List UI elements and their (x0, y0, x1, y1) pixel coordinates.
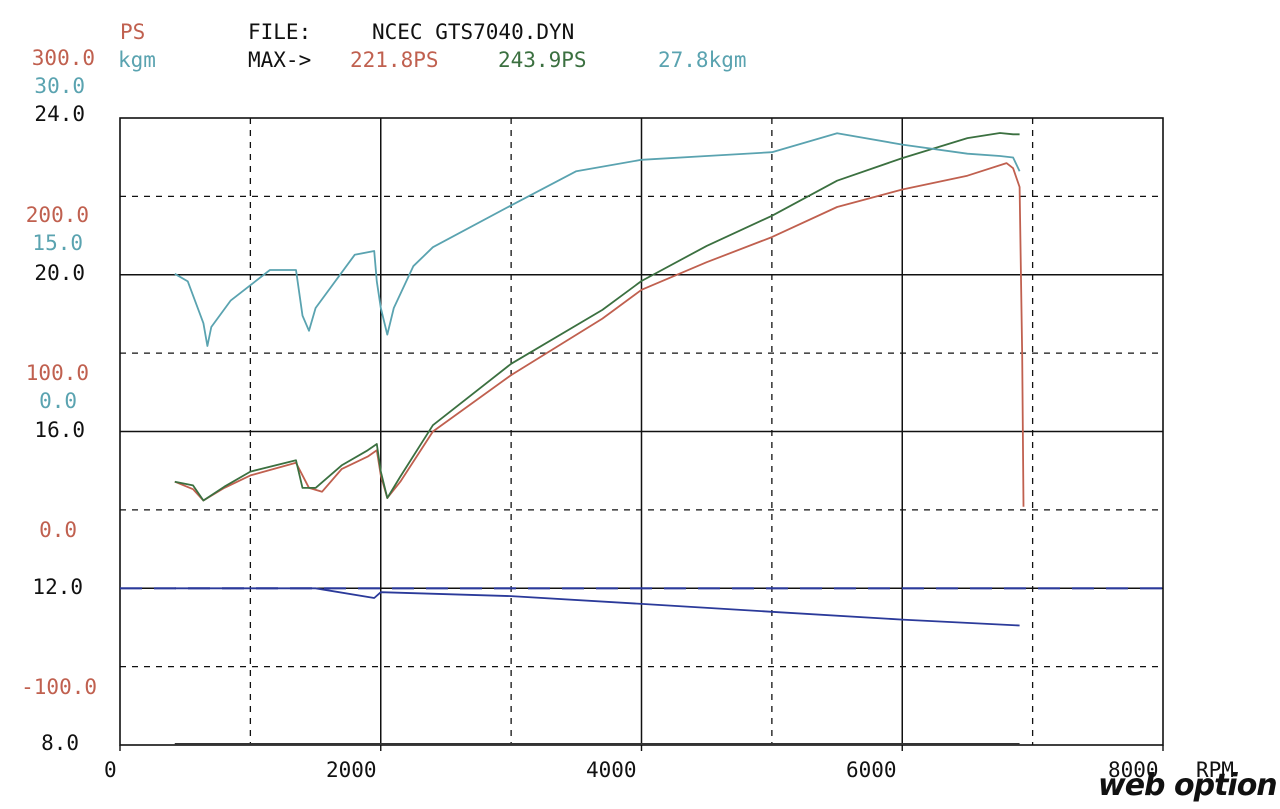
afr-line (174, 587, 1020, 627)
chart-grid (119, 117, 1164, 746)
x-tick-8000: 8000 (1108, 758, 1159, 782)
kgm-unit-label: kgm (118, 48, 156, 72)
file-label: FILE: (248, 20, 312, 44)
afr-tick-12: 12.0 (32, 575, 83, 599)
x-tick-6000: 6000 (846, 758, 897, 782)
ps-tick-100: 100.0 (25, 361, 89, 385)
chart-series (120, 132, 1163, 745)
x-axis-unit: RPM (1196, 758, 1234, 782)
x-axis-ticks (119, 745, 1164, 751)
kgm-tick-30: 30.0 (34, 74, 85, 98)
afr-tick-8: 8.0 (41, 731, 79, 755)
web-option-logo: web option (1098, 768, 1278, 803)
max-ps-red: 221.8PS (350, 48, 439, 72)
afr-tick-24: 24.0 (34, 102, 85, 126)
power-line-green (174, 132, 1020, 502)
ps-tick-minus100: -100.0 (21, 675, 97, 699)
power-line-red (174, 162, 1025, 507)
kgm-tick-15: 15.0 (32, 231, 83, 255)
afr-tick-20: 20.0 (34, 261, 85, 285)
kgm-tick-0: 0.0 (39, 389, 77, 413)
max-label: MAX-> (248, 48, 312, 72)
max-ps-green: 243.9PS (498, 48, 587, 72)
ps-tick-0: 0.0 (39, 518, 77, 542)
x-tick-2000: 2000 (326, 758, 377, 782)
torque-line (174, 132, 1021, 347)
x-tick-4000: 4000 (586, 758, 637, 782)
ps-tick-200: 200.0 (25, 203, 89, 227)
max-torque: 27.8kgm (658, 48, 747, 72)
ps-unit-label: PS (120, 20, 146, 44)
afr-tick-16: 16.0 (34, 418, 85, 442)
file-name: NCEC GTS7040.DYN (372, 20, 575, 44)
x-tick-0: 0 (104, 758, 117, 782)
ps-tick-300: 300.0 (31, 46, 95, 70)
